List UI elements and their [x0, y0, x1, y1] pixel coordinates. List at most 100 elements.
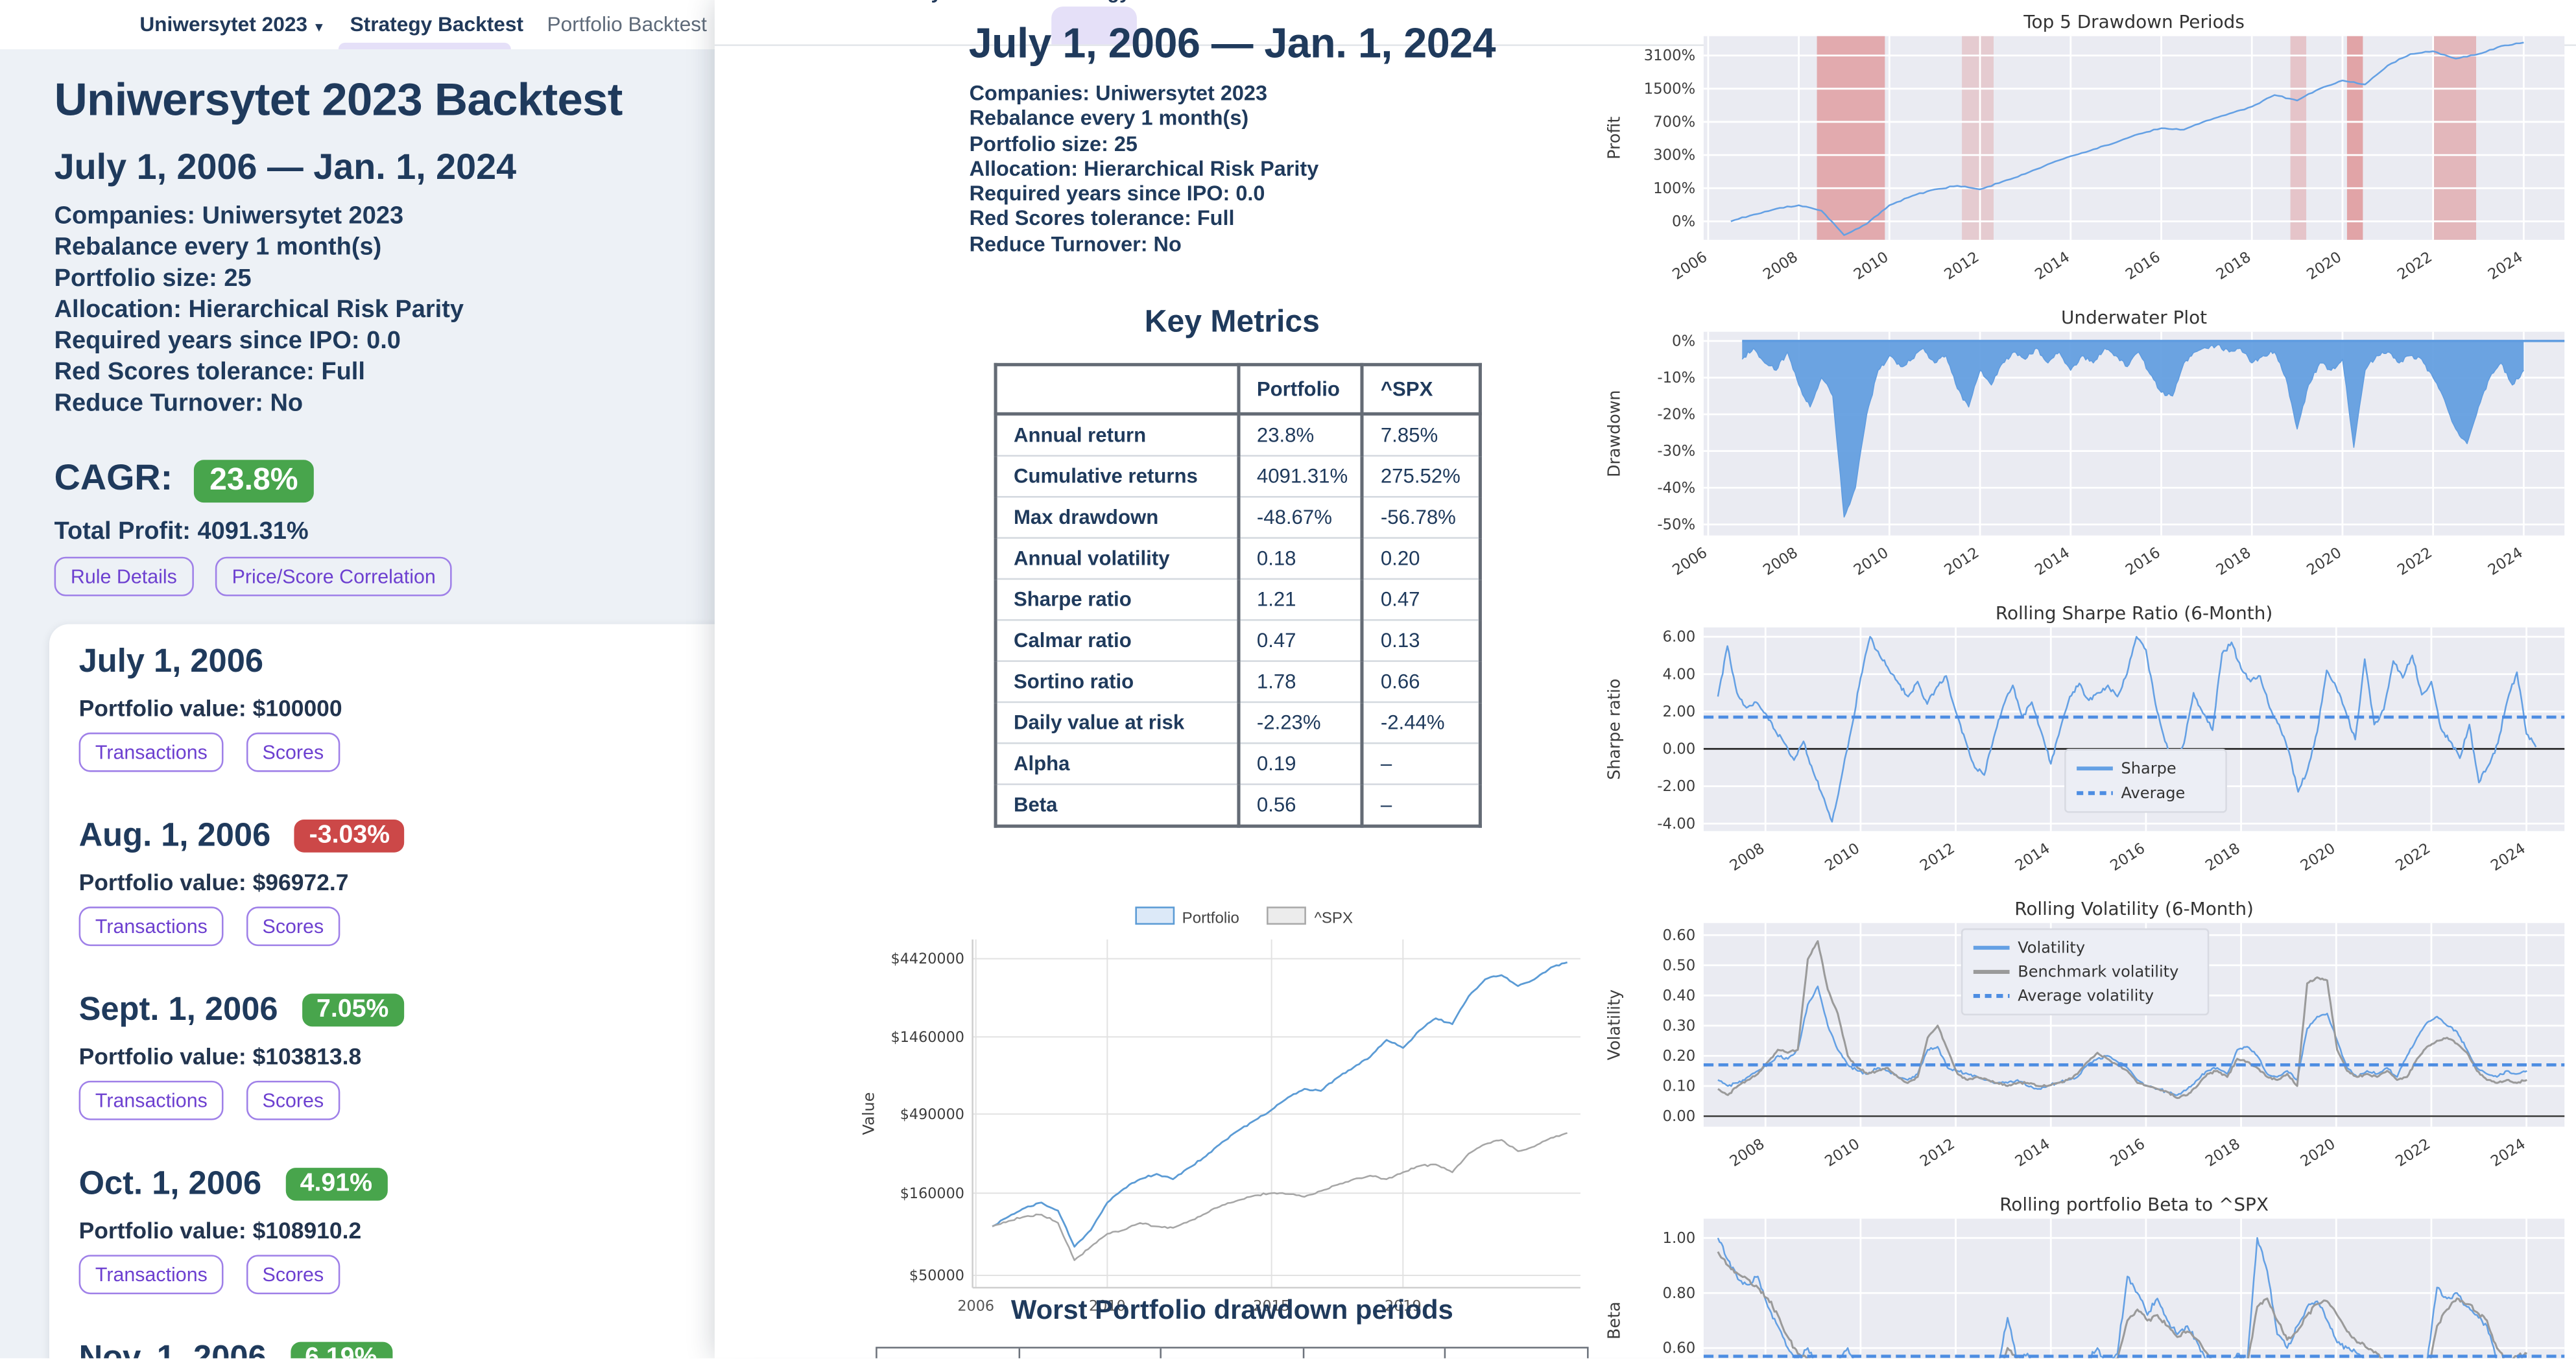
modal-tab-fragment[interactable]: Uniwersytet 2023: [854, 0, 1015, 3]
svg-text:-30%: -30%: [1657, 443, 1695, 460]
metric-label: Cumulative returns: [994, 455, 1241, 497]
equity-value-chart: $50000 $160000 $490000 $1460000 $4420000 2006…: [860, 939, 1580, 1314]
left-action-buttons: Rule Details Price/Score Correlation: [54, 556, 467, 597]
scores-button[interactable]: Scores: [246, 1255, 340, 1295]
total-profit: Total Profit: 4091.31%: [54, 517, 309, 546]
svg-text:Volatility: Volatility: [1604, 989, 1624, 1060]
svg-text:1.00: 1.00: [1662, 1230, 1695, 1247]
detail-line: Allocation: Hierarchical Risk Parity: [969, 156, 1319, 181]
svg-text:0.60: 0.60: [1662, 927, 1695, 944]
detail-line: Companies: Uniwersytet 2023: [54, 202, 404, 230]
svg-text:2024: 2024: [2488, 840, 2529, 874]
metric-value: 0.66: [1361, 660, 1483, 702]
active-tab-indicator: [338, 41, 511, 49]
svg-text:Average: Average: [2121, 784, 2186, 802]
key-metrics-table: Portfolio ^SPX Annual return 23.8% 7.85% C…: [994, 362, 1483, 828]
portfolio-value: Portfolio value: $108910.2: [78, 1217, 362, 1244]
svg-text:0%: 0%: [1672, 333, 1695, 349]
svg-text:2008: 2008: [1760, 248, 1801, 283]
svg-text:2016: 2016: [2123, 248, 2164, 283]
month-date: Sept. 1, 2006: [78, 992, 278, 1028]
metric-value: -2.44%: [1361, 701, 1483, 744]
metric-value: 0.56: [1237, 783, 1365, 828]
modal-strategy-details: Companies: Uniwersytet 2023 Rebalance ev…: [970, 80, 1319, 256]
svg-text:2019: 2019: [1385, 1297, 1422, 1314]
svg-text:2016: 2016: [2107, 1135, 2148, 1170]
month-entry: July 1, 2006 Portfolio value: $100000 Tr…: [78, 643, 756, 772]
tab-portfolio-backtest[interactable]: Portfolio Backtest: [547, 13, 707, 36]
metric-label: Annual return: [994, 413, 1241, 456]
svg-text:2024: 2024: [2485, 248, 2526, 283]
svg-text:-40%: -40%: [1657, 480, 1695, 497]
detail-line: Reduce Turnover: No: [969, 231, 1182, 256]
transactions-button[interactable]: Transactions: [78, 732, 224, 772]
spx-legend-swatch: [1267, 906, 1306, 925]
dataset-dropdown[interactable]: Uniwersytet 2023 ▾: [139, 0, 322, 49]
metric-label: Daily value at risk: [994, 701, 1241, 744]
scores-button[interactable]: Scores: [246, 1080, 340, 1120]
detail-line: Portfolio size: 25: [969, 130, 1138, 156]
scores-button[interactable]: Scores: [246, 732, 340, 772]
svg-text:2015: 2015: [1253, 1297, 1290, 1314]
svg-text:2024: 2024: [2488, 1135, 2529, 1170]
svg-text:100%: 100%: [1653, 180, 1695, 197]
svg-text:2020: 2020: [2298, 1135, 2339, 1170]
table-row: Daily value at risk -2.23% -2.44%: [994, 701, 1483, 744]
svg-text:2012: 2012: [1917, 1135, 1958, 1170]
svg-text:0.60: 0.60: [1662, 1340, 1695, 1357]
transactions-button[interactable]: Transactions: [78, 1080, 224, 1120]
detail-line: Portfolio size: 25: [54, 264, 252, 292]
month-date: July 1, 2006: [78, 643, 264, 680]
svg-text:2024: 2024: [2485, 544, 2526, 578]
tab-strategy-backtest[interactable]: Strategy Backtest: [350, 13, 524, 36]
svg-text:2016: 2016: [2123, 544, 2164, 578]
metric-value: 4091.31%: [1237, 455, 1365, 497]
equity-chart-legend: Portfolio ^SPX: [854, 906, 1610, 928]
month-entry: Sept. 1, 2006 7.05% Portfolio value: $10…: [78, 992, 756, 1120]
worst-drawdown-table: [876, 1347, 1589, 1358]
dataset-dropdown-label: Uniwersytet 2023: [139, 13, 308, 36]
svg-text:$1460000: $1460000: [891, 1029, 964, 1046]
metric-value: -2.23%: [1237, 701, 1365, 744]
svg-text:Beta: Beta: [1604, 1301, 1624, 1339]
svg-text:-20%: -20%: [1657, 407, 1695, 423]
month-date: Oct. 1, 2006: [78, 1166, 262, 1203]
metric-label: Sortino ratio: [994, 660, 1241, 702]
svg-text:2006: 2006: [957, 1297, 994, 1314]
scores-button[interactable]: Scores: [246, 906, 340, 947]
svg-text:2022: 2022: [2394, 544, 2435, 578]
key-metrics-heading: Key Metrics: [1144, 305, 1320, 340]
month-date: Aug. 1, 2006: [78, 818, 271, 855]
svg-text:Benchmark volatility: Benchmark volatility: [2018, 963, 2178, 981]
months-card: July 1, 2006 Portfolio value: $100000 Tr…: [49, 624, 756, 1358]
transactions-button[interactable]: Transactions: [78, 1255, 224, 1295]
svg-text:700%: 700%: [1653, 114, 1695, 131]
rolling-sharpe-chart: 6.00 4.00 2.00 0.00 -2.00 -4.00 2008 2010 2012 20…: [1604, 602, 2565, 875]
modal-tab-fragment[interactable]: Strategy Backtest: [1051, 0, 1218, 3]
modal-tab-fragment[interactable]: Portfolio Backtest: [1257, 0, 1411, 3]
detail-line: Required years since IPO: 0.0: [54, 327, 401, 355]
underwater-plot-chart: 0% -10% -20% -30% -40% -50% 2006 2008 2010 2012 20…: [1604, 307, 2565, 579]
table-row: Annual return 23.8% 7.85%: [994, 413, 1483, 456]
portfolio-value: Portfolio value: $96972.7: [78, 869, 349, 895]
svg-text:Value: Value: [860, 1092, 878, 1135]
detail-line: Allocation: Hierarchical Risk Parity: [54, 295, 464, 324]
svg-text:2018: 2018: [2202, 1135, 2243, 1170]
svg-text:0%: 0%: [1672, 213, 1695, 230]
metric-label: Sharpe ratio: [994, 578, 1241, 620]
svg-text:2012: 2012: [1917, 840, 1958, 874]
table-row: Sharpe ratio 1.21 0.47: [994, 578, 1483, 620]
svg-text:2008: 2008: [1727, 840, 1768, 874]
price-score-correlation-button[interactable]: Price/Score Correlation: [215, 556, 453, 597]
svg-text:$160000: $160000: [900, 1185, 964, 1202]
table-cell: [1162, 1348, 1304, 1358]
rule-details-button[interactable]: Rule Details: [54, 556, 194, 597]
return-badge: 7.05%: [302, 993, 404, 1027]
svg-text:Top 5 Drawdown Periods: Top 5 Drawdown Periods: [2023, 11, 2245, 32]
svg-text:Drawdown: Drawdown: [1604, 390, 1624, 478]
table-row: Cumulative returns 4091.31% 275.52%: [994, 455, 1483, 497]
metric-value: -56.78%: [1361, 496, 1483, 538]
svg-text:2008: 2008: [1727, 1135, 1768, 1170]
transactions-button[interactable]: Transactions: [78, 906, 224, 947]
rolling-beta-chart: 1.000.800.600.40200820102012201420162018…: [1604, 1194, 2565, 1358]
